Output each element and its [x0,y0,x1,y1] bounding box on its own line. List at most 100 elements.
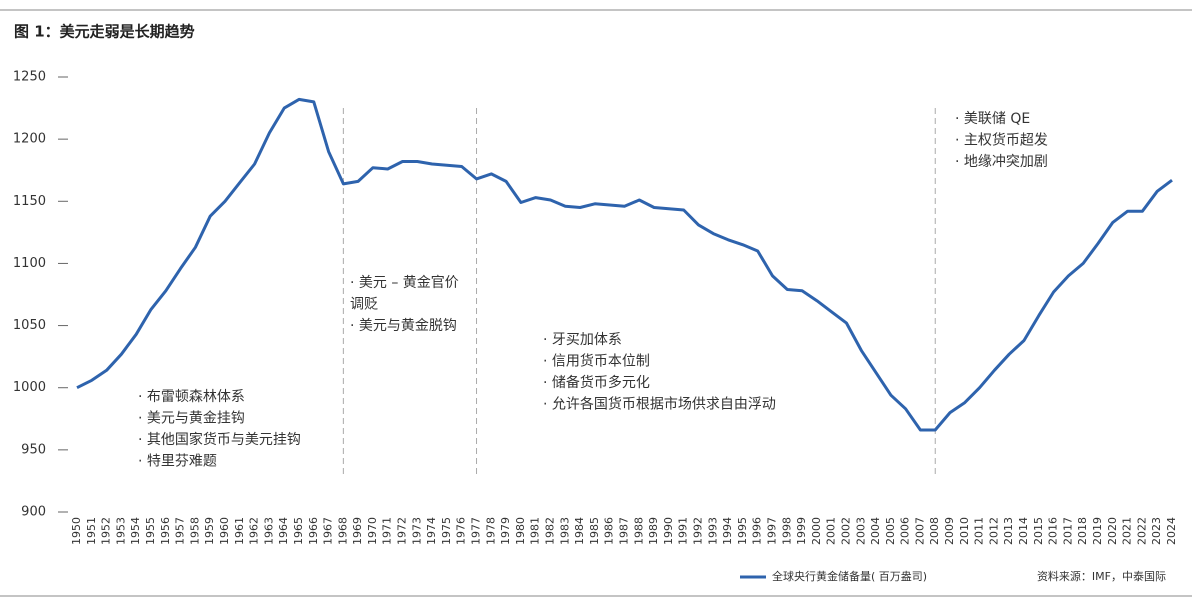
y-tick-label: 1150 [13,194,46,209]
x-tick-label: 1955 [144,517,157,545]
x-tick-label: 1960 [218,517,231,545]
x-tick-label: 1993 [706,517,719,545]
x-tick-label: 1969 [351,517,364,545]
x-tick-label: 1972 [396,517,409,545]
x-tick-label: 1980 [514,517,527,545]
series-line [76,97,1173,432]
annotation: · 布雷顿森林体系 [138,389,245,405]
x-tick-label: 2019 [1091,517,1104,545]
x-tick-label: 1978 [484,517,497,545]
x-tick-label: 1964 [277,517,290,545]
annotation: · 牙买加体系 [543,332,622,348]
x-tick-label: 1951 [85,517,98,545]
x-tick-label: 1995 [736,517,749,545]
x-tick-label: 2021 [1121,517,1134,545]
legend-label: 全球央行黄金储备量( 百万盎司) [772,569,927,583]
x-tick-label: 1979 [499,517,512,545]
x-tick-label: 1998 [780,517,793,545]
x-tick-label: 1957 [174,517,187,545]
x-tick-label: 1965 [292,517,305,545]
x-tick-label: 2024 [1165,517,1178,545]
x-tick-label: 1954 [129,517,142,545]
x-tick-label: 2002 [839,517,852,545]
x-tick-label: 1956 [159,517,172,545]
x-tick-label: 1983 [558,517,571,545]
x-tick-label: 2007 [913,517,926,545]
y-tick-label: 900 [21,505,46,520]
x-tick-label: 1987 [618,517,631,545]
x-tick-label: 1971 [381,517,394,545]
annotation: · 地缘冲突加剧 [955,154,1048,170]
x-tick-label: 1952 [100,517,113,545]
annotation: · 其他国家货币与美元挂钩 [138,431,301,448]
x-tick-label: 1985 [588,517,601,545]
annotation: · 主权货币超发 [955,132,1048,149]
x-tick-label: 1953 [114,517,127,545]
x-tick-label: 2001 [825,517,838,545]
x-tick-label: 1999 [795,517,808,545]
x-tick-label: 2012 [987,517,1000,545]
y-tick-label: 950 [21,442,46,457]
annotation: · 美元 – 黄金官价 [350,274,459,291]
x-tick-label: 1976 [455,517,468,545]
x-tick-label: 1984 [573,517,586,545]
x-tick-label: 2005 [884,517,897,545]
x-tick-label: 1974 [425,517,438,545]
x-tick-label: 1966 [307,517,320,545]
x-tick-label: 1982 [544,517,557,545]
x-tick-label: 2014 [1017,517,1030,545]
y-tick-label: 1050 [13,318,46,333]
x-tick-label: 1986 [603,517,616,545]
x-tick-label: 2016 [1047,517,1060,545]
x-tick-label: 2000 [810,517,823,545]
annotation: · 特里芬难题 [138,454,217,470]
x-tick-label: 1963 [262,517,275,545]
x-tick-label: 2018 [1076,517,1089,545]
x-tick-label: 1981 [529,517,542,545]
source: 资料来源：IMF，中泰国际 [1037,569,1166,583]
x-tick-label: 1973 [410,517,423,545]
x-tick-label: 2008 [928,517,941,545]
x-tick-label: 1990 [662,517,675,545]
x-tick-label: 1975 [440,517,453,545]
x-tick-label: 1967 [322,517,335,545]
x-tick-label: 1996 [751,517,764,545]
x-tick-label: 2023 [1150,517,1163,545]
x-tick-label: 2022 [1135,517,1148,545]
x-tick-label: 1958 [188,517,201,545]
annotation: 调贬 [350,297,378,313]
y-tick-label: 1100 [13,256,46,271]
x-tick-label: 1992 [691,517,704,545]
x-tick-label: 1977 [470,517,483,545]
chart-title: 图 1：美元走弱是长期趋势 [14,23,195,41]
x-tick-label: 2011 [973,517,986,545]
x-tick-label: 2004 [869,517,882,545]
x-tick-label: 1962 [248,517,261,545]
x-tick-label: 1988 [632,517,645,545]
x-tick-label: 1950 [70,517,83,545]
annotation: · 允许各国货币根据市场供求自由浮动 [543,396,776,413]
x-tick-label: 2006 [899,517,912,545]
x-tick-label: 1994 [721,517,734,545]
x-tick-label: 2013 [1002,517,1015,545]
x-tick-label: 2003 [854,517,867,545]
annotation: · 美元与黄金挂钩 [138,410,245,427]
x-tick-label: 1968 [336,517,349,545]
y-tick-label: 1200 [13,132,46,147]
x-tick-label: 2020 [1106,517,1119,545]
x-tick-label: 1970 [366,517,379,545]
x-tick-label: 2015 [1032,517,1045,545]
x-tick-label: 1991 [677,517,690,545]
x-tick-label: 1959 [203,517,216,545]
annotation: · 储备货币多元化 [543,374,650,391]
annotation: · 美联储 QE [955,111,1030,127]
y-tick-label: 1250 [13,70,46,85]
annotation: · 信用货币本位制 [543,353,650,370]
annotation: · 美元与黄金脱钩 [350,317,457,334]
x-tick-label: 2010 [958,517,971,545]
x-tick-label: 1989 [647,517,660,545]
x-tick-label: 1997 [765,517,778,545]
y-tick-label: 1000 [13,380,46,395]
x-tick-label: 1961 [233,517,246,545]
